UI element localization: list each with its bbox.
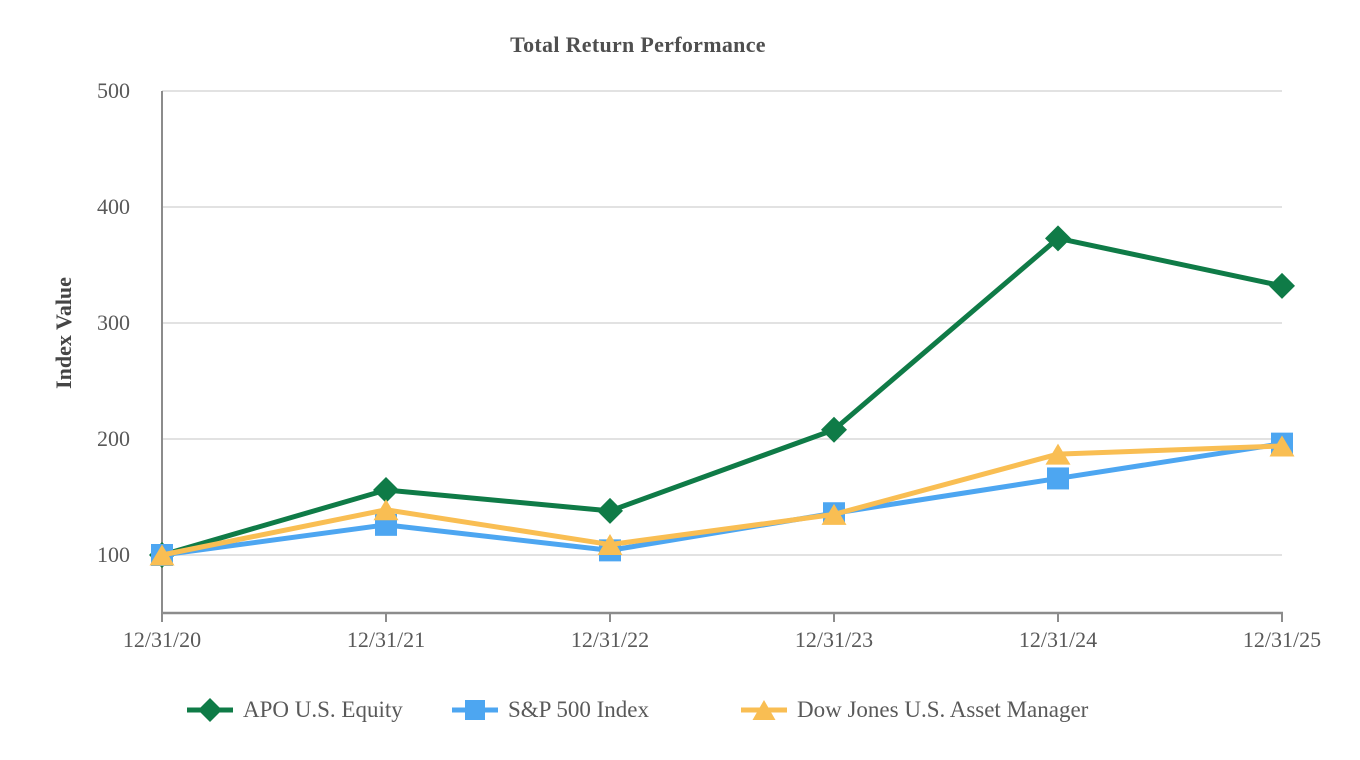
y-axis-tick-label-500: 500 bbox=[97, 78, 130, 103]
series-apo-u-s-equity-marker-diamond bbox=[821, 416, 847, 443]
legend-triangle-icon bbox=[741, 700, 787, 720]
series-apo-u-s-equity-marker-diamond bbox=[1045, 225, 1071, 252]
y-axis-tick-label-400: 400 bbox=[97, 194, 130, 219]
legend-label-apo-u-s-equity: APO U.S. Equity bbox=[243, 697, 403, 722]
y-axis-tick-label-100: 100 bbox=[97, 542, 130, 567]
series-apo-u-s-equity-line bbox=[159, 235, 1285, 558]
x-axis-tick-label-12-31-22: 12/31/22 bbox=[570, 627, 650, 652]
series-dow-jones-u-s-asset-manager-marker-triangle bbox=[821, 503, 847, 525]
series-dow-jones-u-s-asset-manager-marker-triangle bbox=[1269, 435, 1295, 457]
legend-item-dow-jones-u-s-asset-manager: Dow Jones U.S. Asset Manager bbox=[741, 694, 1088, 726]
x-axis-tick-label-12-31-23: 12/31/23 bbox=[794, 627, 874, 652]
legend-item-s-p-500-index: S&P 500 Index bbox=[452, 694, 649, 726]
series-dow-jones-u-s-asset-manager-marker-triangle bbox=[373, 499, 399, 521]
y-axis-tick-label-200: 200 bbox=[97, 426, 130, 451]
series-s-p-500-index-line bbox=[159, 441, 1285, 558]
chart-title: Total Return Performance bbox=[510, 32, 766, 57]
series-apo-u-s-equity-marker-diamond bbox=[1269, 272, 1295, 299]
legend-item-apo-u-s-equity: APO U.S. Equity bbox=[187, 694, 403, 726]
x-axis-tick-label-12-31-25: 12/31/25 bbox=[1242, 627, 1322, 652]
x-axis-tick-label-12-31-24: 12/31/24 bbox=[1018, 627, 1098, 652]
legend-square-icon bbox=[452, 700, 498, 720]
series-dow-jones-u-s-asset-manager-marker-triangle bbox=[1045, 443, 1071, 465]
legend-label-dow-jones-u-s-asset-manager: Dow Jones U.S. Asset Manager bbox=[797, 697, 1089, 722]
series-apo-u-s-equity-marker-diamond bbox=[597, 497, 623, 524]
series-dow-jones-u-s-asset-manager-marker-triangle bbox=[597, 534, 623, 556]
series-apo-u-s-equity-marker-diamond bbox=[373, 477, 399, 504]
series-dow-jones-u-s-asset-manager-marker-triangle bbox=[149, 544, 175, 566]
y-axis-tick-label-300: 300 bbox=[97, 310, 130, 335]
legend-diamond-icon bbox=[187, 698, 233, 722]
legend-label-s-p-500-index: S&P 500 Index bbox=[508, 697, 649, 722]
series-s-p-500-index-marker-square bbox=[1047, 467, 1069, 490]
series-dow-jones-u-s-asset-manager-line bbox=[159, 443, 1285, 558]
x-axis-tick-label-12-31-21: 12/31/21 bbox=[346, 627, 426, 652]
x-axis-tick-label-12-31-20: 12/31/20 bbox=[122, 627, 202, 652]
